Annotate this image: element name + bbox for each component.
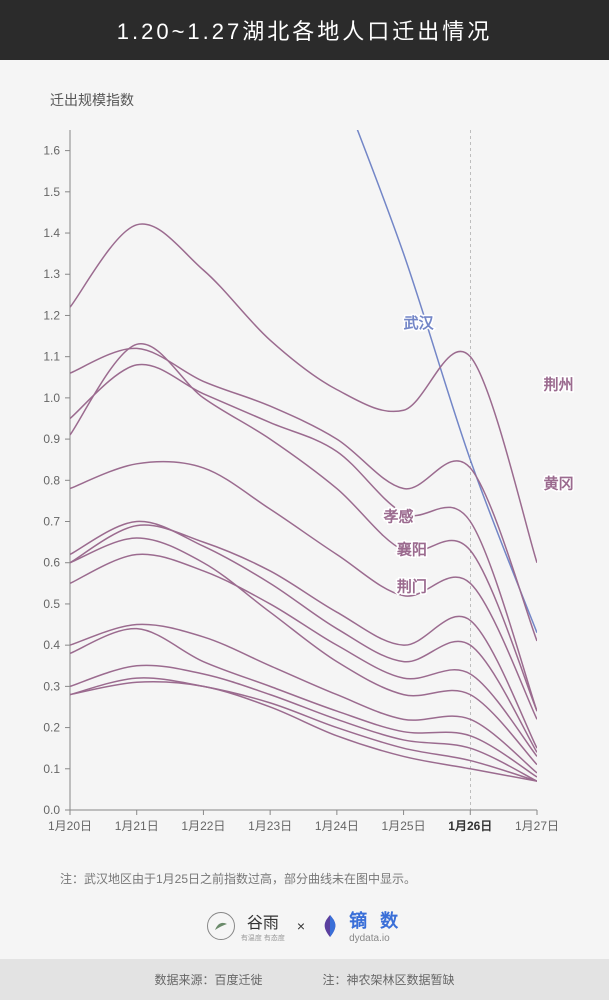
svg-text:1.3: 1.3 xyxy=(43,267,60,281)
svg-text:1.6: 1.6 xyxy=(43,144,60,158)
svg-text:1月24日: 1月24日 xyxy=(315,819,359,833)
series-s9 xyxy=(70,554,537,756)
svg-text:0.0: 0.0 xyxy=(43,803,60,817)
svg-text:0.5: 0.5 xyxy=(43,597,60,611)
svg-text:0.1: 0.1 xyxy=(43,762,60,776)
series-label-襄阳: 襄阳 xyxy=(396,540,427,558)
brand-separator: × xyxy=(297,918,305,934)
svg-text:1月25日: 1月25日 xyxy=(382,819,426,833)
series-label-黄冈: 黄冈 xyxy=(544,475,574,493)
svg-text:0.4: 0.4 xyxy=(43,638,60,652)
header-title: 1.20~1.27湖北各地人口迁出情况 xyxy=(0,0,609,60)
source-row: 数据来源：百度迁徙 注：神农架林区数据暂缺 xyxy=(0,959,609,1000)
brand-dy-name: 镝 数 xyxy=(349,907,402,933)
svg-text:1.1: 1.1 xyxy=(43,350,60,364)
svg-text:0.9: 0.9 xyxy=(43,432,60,446)
svg-text:1.5: 1.5 xyxy=(43,185,60,199)
line-chart: 0.0 0.1 0.2 0.3 0.4 0.5 0.6 0.7 0.8 0.9 1.0 1.1 1.2 1… xyxy=(20,120,589,840)
svg-text:0.7: 0.7 xyxy=(43,515,60,529)
source-label: 数据来源：百度迁徙 xyxy=(154,971,262,988)
series-s10 xyxy=(70,538,537,765)
brand-dy-sub: dydata.io xyxy=(349,933,390,944)
series-label-荆门: 荆门 xyxy=(397,578,427,596)
svg-text:0.8: 0.8 xyxy=(43,473,60,487)
y-axis-title: 迁出规模指数 xyxy=(50,90,589,110)
svg-text:1月23日: 1月23日 xyxy=(248,819,292,833)
chart-note: 注：武汉地区由于1月25日之前指数过高，部分曲线未在图中显示。 xyxy=(60,870,589,887)
series-武汉 xyxy=(337,120,537,633)
svg-text:0.6: 0.6 xyxy=(43,556,60,570)
svg-text:1月22日: 1月22日 xyxy=(181,819,225,833)
series-荆州 xyxy=(70,224,537,563)
series-label-荆州: 荆州 xyxy=(544,376,574,394)
svg-text:1.2: 1.2 xyxy=(43,308,60,322)
svg-text:0.2: 0.2 xyxy=(43,721,60,735)
svg-text:0.3: 0.3 xyxy=(43,679,60,693)
brand-guyu-name: 谷雨 xyxy=(247,915,279,932)
series-s15 xyxy=(70,682,537,781)
chart-container: 迁出规模指数 0.0 0.1 0.2 0.3 0.4 0.5 0.6 0.7 0.8 0.9 1.0… xyxy=(0,60,609,887)
footer: 谷雨 有温度 有态度 × 镝 数 dydata.io 数据来源：百度迁徙 注：神… xyxy=(0,907,609,1000)
brand-dydata: 镝 数 dydata.io xyxy=(317,907,402,944)
series-label-孝感: 孝感 xyxy=(383,508,414,526)
source-note: 注：神农架林区数据暂缺 xyxy=(323,971,455,988)
svg-text:1.4: 1.4 xyxy=(43,226,60,240)
svg-text:1月21日: 1月21日 xyxy=(115,819,159,833)
series-label-武汉: 武汉 xyxy=(404,314,435,332)
svg-text:1月20日: 1月20日 xyxy=(48,819,92,833)
series-襄阳 xyxy=(70,344,537,711)
svg-text:1月26日: 1月26日 xyxy=(448,819,492,833)
svg-text:1.0: 1.0 xyxy=(43,391,60,405)
guyu-icon xyxy=(207,912,235,940)
dydata-icon xyxy=(317,913,343,939)
brand-row: 谷雨 有温度 有态度 × 镝 数 dydata.io xyxy=(0,907,609,944)
svg-text:1月27日: 1月27日 xyxy=(515,819,559,833)
series-黄冈 xyxy=(70,348,537,641)
brand-guyu: 谷雨 有温度 有态度 xyxy=(207,909,285,943)
series-s12 xyxy=(70,629,537,777)
brand-guyu-sub: 有温度 有态度 xyxy=(241,933,285,943)
